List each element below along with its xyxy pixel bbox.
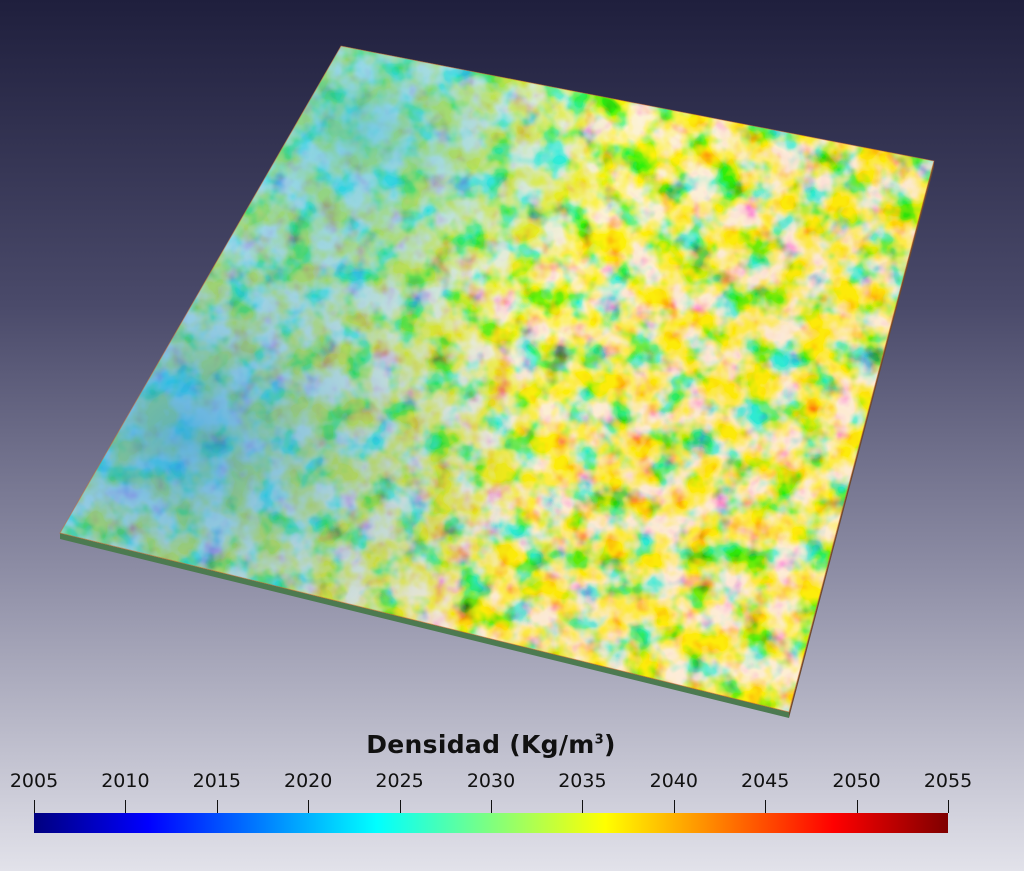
colorbar-tick-mark	[400, 800, 401, 813]
colorbar-title-text: Densidad (Kg/m	[366, 730, 595, 759]
colorbar-tick-label: 2005	[9, 770, 59, 792]
colorbar-tick-mark	[491, 800, 492, 813]
colorbar-tick-label: 2030	[466, 770, 516, 792]
colorbar-tick-label: 2010	[101, 770, 150, 792]
colorbar-tick-mark	[34, 800, 35, 813]
colorbar-tick-label: 2020	[284, 770, 333, 792]
colorbar-tick-label: 2035	[558, 770, 607, 792]
colorbar-tick-mark	[308, 800, 309, 813]
colorbar-tick-label: 2055	[923, 770, 973, 792]
colorbar-tick-mark	[217, 800, 218, 813]
colorbar-title-superscript: 3	[594, 732, 605, 748]
colorbar-tick-mark	[674, 800, 675, 813]
colorbar-title: Densidad (Kg/m3)	[0, 730, 982, 759]
colorbar-tick-label: 2040	[649, 770, 698, 792]
colorbar-tick-label: 2045	[741, 770, 790, 792]
colorbar[interactable]	[34, 813, 948, 833]
colorbar-gradient	[34, 813, 948, 833]
colorbar-tick-label: 2015	[192, 770, 241, 792]
colorbar-tick-mark	[125, 800, 126, 813]
slab-side-front	[60, 533, 789, 718]
colorbar-tick-label: 2025	[375, 770, 424, 792]
slab-outline	[59, 45, 935, 713]
colorbar-tick-mark	[857, 800, 858, 813]
colorbar-tick-mark	[948, 800, 949, 813]
colorbar-title-close: )	[604, 730, 616, 759]
colorbar-tick-mark	[582, 800, 583, 813]
colorbar-tick-label: 2050	[832, 770, 881, 792]
colorbar-tick-mark	[765, 800, 766, 813]
